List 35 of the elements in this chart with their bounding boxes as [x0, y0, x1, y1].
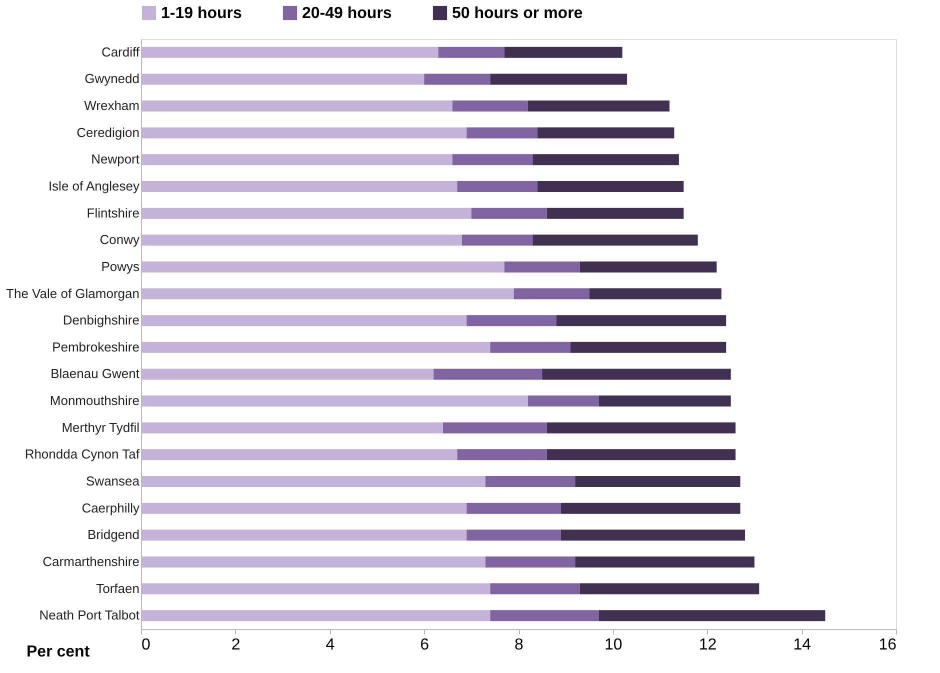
y-tick-label: Swansea: [86, 474, 140, 488]
y-tick-label: Caerphilly: [82, 500, 140, 516]
legend-label: 20-49 hours: [302, 5, 392, 22]
x-tick-label: 16: [878, 636, 897, 654]
y-tick-label: Powys: [101, 258, 140, 274]
y-tick-label: Blaenau Gwent: [50, 366, 140, 382]
y-tick-label: Newport: [91, 152, 140, 167]
x-tick-label: 10: [604, 636, 622, 654]
x-tick-label: 2: [231, 636, 240, 654]
x-tick-label: 6: [420, 636, 430, 654]
legend-label: 1-19 hours: [161, 5, 242, 22]
y-tick-label: Isle of Anglesey: [48, 178, 140, 194]
x-axis-title: Per cent: [26, 644, 90, 660]
y-tick-label: Denbighshire: [62, 312, 140, 328]
x-tick-label: 4: [326, 636, 335, 654]
y-tick-label: Bridgend: [87, 527, 140, 542]
y-tick-label: Cardiff: [101, 44, 140, 60]
legend-label: 50 hours or more: [452, 5, 583, 22]
x-tick-label: 8: [514, 636, 524, 654]
y-tick-label: Merthyr Tydfil: [62, 420, 140, 435]
x-tick-label: 14: [793, 636, 812, 654]
x-tick-label: 12: [698, 636, 717, 654]
y-tick-label: Ceredigion: [76, 124, 140, 140]
y-tick-label: Conwy: [100, 232, 140, 248]
y-tick-label: Wrexham: [84, 98, 140, 114]
y-tick-label: The Vale of Glamorgan: [6, 286, 140, 301]
y-tick-label: Carmarthenshire: [42, 554, 140, 569]
y-tick-label: Pembrokeshire: [52, 339, 140, 354]
y-tick-label: Neath Port Talbot: [39, 608, 140, 623]
y-tick-label: Gwynedd: [84, 71, 140, 86]
y-tick-label: Flintshire: [86, 205, 140, 220]
y-tick-label: Torfaen: [96, 580, 140, 596]
x-tick-label: 0: [142, 636, 150, 654]
y-tick-label: Rhondda Cynon Taf: [24, 446, 140, 462]
y-tick-label: Monmouthshire: [50, 393, 140, 408]
